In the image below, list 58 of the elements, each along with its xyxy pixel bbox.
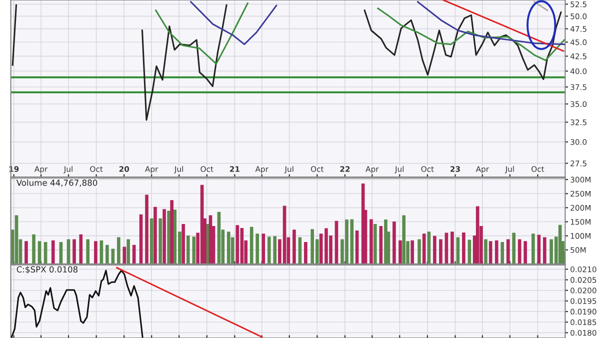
bar [398,240,402,264]
bar [370,219,373,264]
bar [418,239,421,264]
bar [24,241,28,264]
bar [422,234,426,264]
bar [292,230,296,264]
bar [162,209,166,264]
bar [500,242,504,264]
bar [226,232,230,264]
bar [116,237,120,264]
bar [192,236,196,264]
bar [150,218,154,264]
bar [86,239,90,264]
bar [524,241,527,264]
bar [542,237,546,264]
bar [32,234,36,264]
bar [512,232,516,264]
bar [433,236,436,264]
bar [462,232,466,264]
bar [262,234,266,264]
bar [304,242,308,264]
bar [126,239,130,264]
bar [236,225,240,264]
bar [374,224,377,264]
bar [273,236,277,264]
bar [384,220,388,264]
annotation: C:$SPX 0.0108 [16,266,78,274]
bar [51,240,55,264]
bar [484,239,488,264]
bar [392,221,396,264]
bar [494,240,498,264]
bar [506,239,510,264]
bar [298,237,302,264]
bar [158,218,162,264]
bar [79,234,83,264]
bar [250,226,254,264]
bar [402,215,406,264]
bar [267,236,271,264]
bar [170,200,174,264]
bar [410,240,414,264]
bar [106,244,109,264]
bar [532,234,535,264]
bar [66,239,70,264]
bar [145,194,148,264]
bar [379,226,383,264]
bar [94,241,98,264]
bar [256,234,259,264]
bar [439,239,442,264]
bar [537,234,541,264]
bar [450,232,454,264]
bar [456,237,460,264]
bar [122,246,126,264]
annotation: Volume 44,767,880 [16,179,98,187]
bar [154,206,157,264]
bar [182,224,185,264]
bar [186,236,190,264]
bar [72,239,76,264]
bar [444,232,448,264]
